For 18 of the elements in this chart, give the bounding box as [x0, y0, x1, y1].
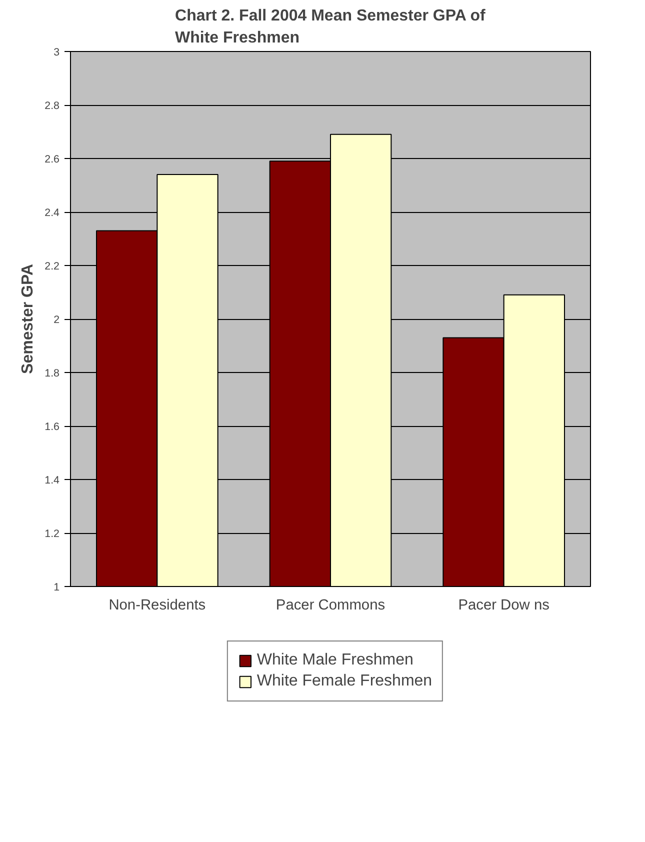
y-tick-label: 2.4: [44, 207, 60, 219]
y-tick-label: 3: [54, 46, 60, 58]
legend-label: White Male Freshmen: [256, 652, 414, 670]
y-tick-label: 2.6: [44, 154, 60, 166]
y-tick-label: 2.2: [44, 260, 60, 272]
y-tick-label: 1.6: [44, 421, 60, 433]
y-tick-label: 1.4: [44, 474, 60, 486]
legend-label: White Female Freshmen: [256, 672, 432, 690]
y-tick-label: 2.8: [44, 100, 60, 112]
y-axis-title: Semester GPA: [20, 264, 37, 374]
y-tick-label: 2: [54, 314, 60, 326]
chart-title: Chart 2. Fall 2004 Mean Semester GPA of White Freshmen: [175, 7, 486, 46]
x-tick-label: Pacer Commons: [276, 598, 386, 614]
y-tick-label: 1.8: [44, 368, 60, 380]
y-tick-label: 1: [54, 582, 60, 594]
y-tick-label: 1.2: [44, 528, 60, 540]
x-tick-label: Pacer Dow ns: [458, 598, 550, 614]
x-tick-label: Non-Residents: [108, 598, 206, 614]
